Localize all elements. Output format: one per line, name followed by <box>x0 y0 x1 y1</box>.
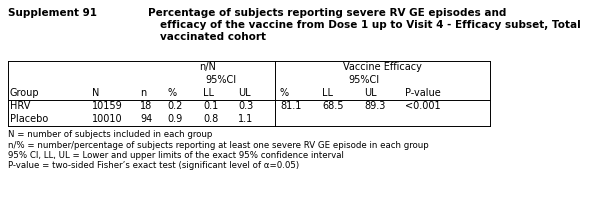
Text: <0.001: <0.001 <box>405 101 440 111</box>
Text: N: N <box>92 88 99 98</box>
Text: 81.1: 81.1 <box>280 101 301 111</box>
Text: 10010: 10010 <box>92 114 123 124</box>
Text: 95%CI: 95%CI <box>205 75 237 85</box>
Text: n/% = number/percentage of subjects reporting at least one severe RV GE episode : n/% = number/percentage of subjects repo… <box>8 141 429 149</box>
Text: 18: 18 <box>140 101 152 111</box>
Text: %: % <box>280 88 289 98</box>
Text: 89.3: 89.3 <box>364 101 385 111</box>
Text: 94: 94 <box>140 114 152 124</box>
Text: vaccinated cohort: vaccinated cohort <box>160 32 266 42</box>
Text: Vaccine Efficacy: Vaccine Efficacy <box>343 62 422 72</box>
Text: Group: Group <box>10 88 40 98</box>
Text: LL: LL <box>322 88 333 98</box>
Text: 68.5: 68.5 <box>322 101 343 111</box>
Text: 95% CI, LL, UL = Lower and upper limits of the exact 95% confidence interval: 95% CI, LL, UL = Lower and upper limits … <box>8 151 344 160</box>
Text: UL: UL <box>364 88 377 98</box>
Text: n: n <box>140 88 146 98</box>
Text: HRV: HRV <box>10 101 30 111</box>
Text: 1.1: 1.1 <box>238 114 253 124</box>
Text: 0.9: 0.9 <box>167 114 182 124</box>
Text: N = number of subjects included in each group: N = number of subjects included in each … <box>8 130 213 139</box>
Text: 0.1: 0.1 <box>203 101 218 111</box>
Text: LL: LL <box>203 88 214 98</box>
Text: efficacy of the vaccine from Dose 1 up to Visit 4 - Efficacy subset, Total: efficacy of the vaccine from Dose 1 up t… <box>160 20 581 30</box>
Text: 95%CI: 95%CI <box>348 75 379 85</box>
Text: %: % <box>167 88 176 98</box>
Text: 0.2: 0.2 <box>167 101 182 111</box>
Text: UL: UL <box>238 88 250 98</box>
Text: P-value = two-sided Fisher’s exact test (significant level of α=0.05): P-value = two-sided Fisher’s exact test … <box>8 162 299 170</box>
Text: 0.8: 0.8 <box>203 114 218 124</box>
Text: 10159: 10159 <box>92 101 123 111</box>
Text: P-value: P-value <box>405 88 441 98</box>
Text: Supplement 91: Supplement 91 <box>8 8 97 18</box>
Text: n/N: n/N <box>199 62 216 72</box>
Text: 0.3: 0.3 <box>238 101 253 111</box>
Text: Placebo: Placebo <box>10 114 49 124</box>
Text: Percentage of subjects reporting severe RV GE episodes and: Percentage of subjects reporting severe … <box>148 8 506 18</box>
